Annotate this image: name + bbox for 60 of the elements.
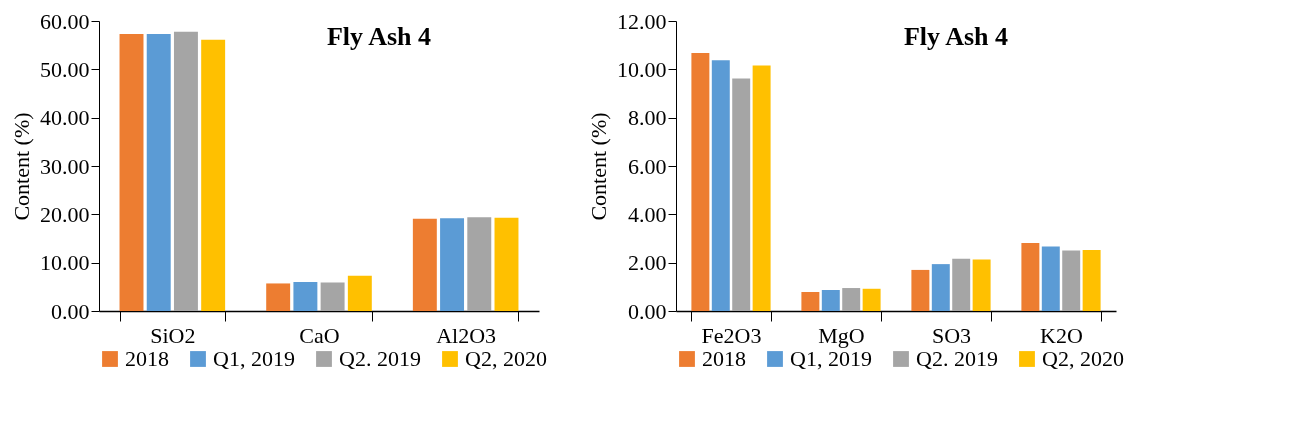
series-label: 2018 [702,346,746,371]
bar [952,258,971,311]
legend-label: Q1, 2019 [213,346,295,371]
bar [711,60,730,311]
y-tick-label: 12.00 [617,8,667,34]
y-axis-title: Content (%) [586,112,611,221]
bar [972,259,991,311]
x-tick-label: CaO [299,322,340,348]
bar [1082,250,1101,311]
bar [821,289,840,311]
y-tick-label: 10.00 [40,250,90,276]
bar [320,282,345,311]
y-tick-label: 4.00 [628,201,667,227]
bar [440,218,465,311]
legend-label: Q2, 2020 [1042,346,1124,371]
bar [1062,250,1081,311]
y-tick-label: 0.00 [628,298,667,324]
y-tick-label: 40.00 [40,105,90,131]
y-axis-title: Content (%) [9,112,34,221]
y-tick-label: 60.00 [40,8,90,34]
bar [173,31,198,311]
bar [201,39,226,311]
x-tick-label: MgO [818,322,865,348]
y-tick-label: 20.00 [40,201,90,227]
y-tick-label: 8.00 [628,105,667,131]
bar [752,65,771,311]
legend-label: 2018 [125,346,169,371]
bar [911,269,930,311]
bar [412,218,437,311]
y-tick-label: 0.00 [51,298,90,324]
bar [931,264,950,311]
legend-label: Q2. 2019 [916,346,998,371]
bar [732,78,751,311]
bar [467,217,492,311]
chart-title: Fly Ash 4 [903,22,1009,51]
y-tick-label: 10.00 [617,56,667,82]
bar [119,34,144,311]
y-tick-label: 6.00 [628,153,667,179]
bar [266,283,291,311]
bar [494,217,519,311]
bar [1021,243,1040,311]
bar [862,288,881,311]
bar [1041,246,1060,311]
x-tick-label: SO3 [931,322,972,348]
bar [293,282,318,311]
chart-title: Fly Ash 4 [326,22,432,51]
legend-label: Q2, 2020 [465,346,547,371]
bar [801,291,820,311]
bar [146,34,171,311]
bar [347,275,372,311]
bar [691,52,710,311]
x-tick-label: K2O [1040,322,1083,348]
y-tick-label: 30.00 [40,153,90,179]
legend-label: Q2. 2019 [339,346,421,371]
x-tick-label: Fe2O3 [701,322,762,348]
y-tick-label: 2.00 [628,250,667,276]
x-tick-label: SiO2 [150,322,196,348]
bar [842,288,861,311]
y-tick-label: 50.00 [40,56,90,82]
x-tick-label: Al2O3 [436,322,497,348]
